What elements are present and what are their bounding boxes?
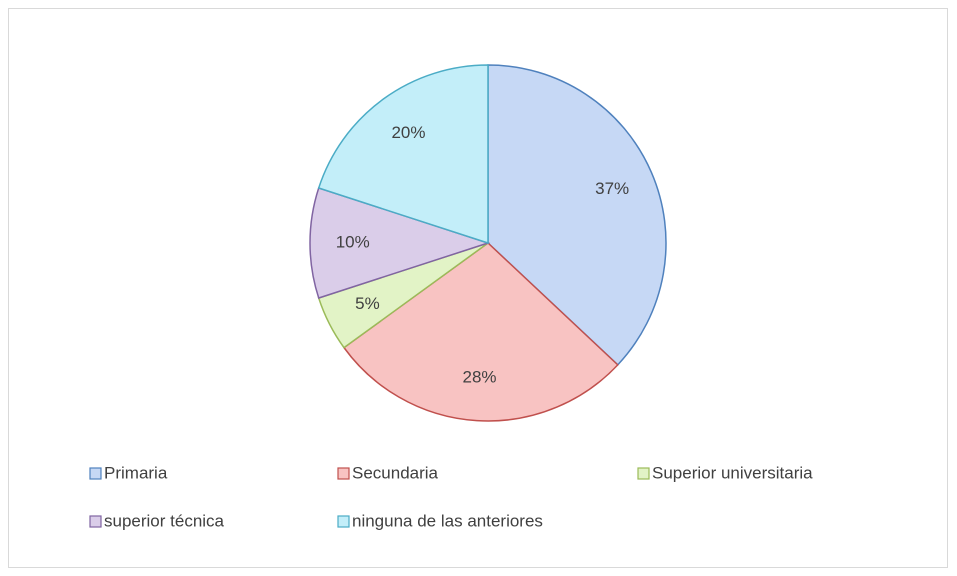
legend-swatch xyxy=(637,467,650,480)
legend-swatch xyxy=(337,467,350,480)
legend-swatch xyxy=(337,515,350,528)
data-label: 20% xyxy=(391,123,425,142)
legend-label: ninguna de las anteriores xyxy=(352,511,543,530)
pie-slice xyxy=(487,64,667,366)
pie-slice xyxy=(342,242,619,422)
pie-slice xyxy=(317,64,489,245)
data-label: 37% xyxy=(595,179,629,198)
data-label: 10% xyxy=(336,232,370,251)
pie-slice xyxy=(309,187,491,299)
legend-label: Secundaria xyxy=(352,463,439,482)
legend-label: Primaria xyxy=(104,463,168,482)
data-label: 28% xyxy=(462,367,496,386)
legend-swatch xyxy=(89,467,102,480)
legend-label: Superior universitaria xyxy=(652,463,813,482)
data-label: 5% xyxy=(355,294,380,313)
legend-swatch xyxy=(89,515,102,528)
legend-label: superior técnica xyxy=(104,511,225,530)
